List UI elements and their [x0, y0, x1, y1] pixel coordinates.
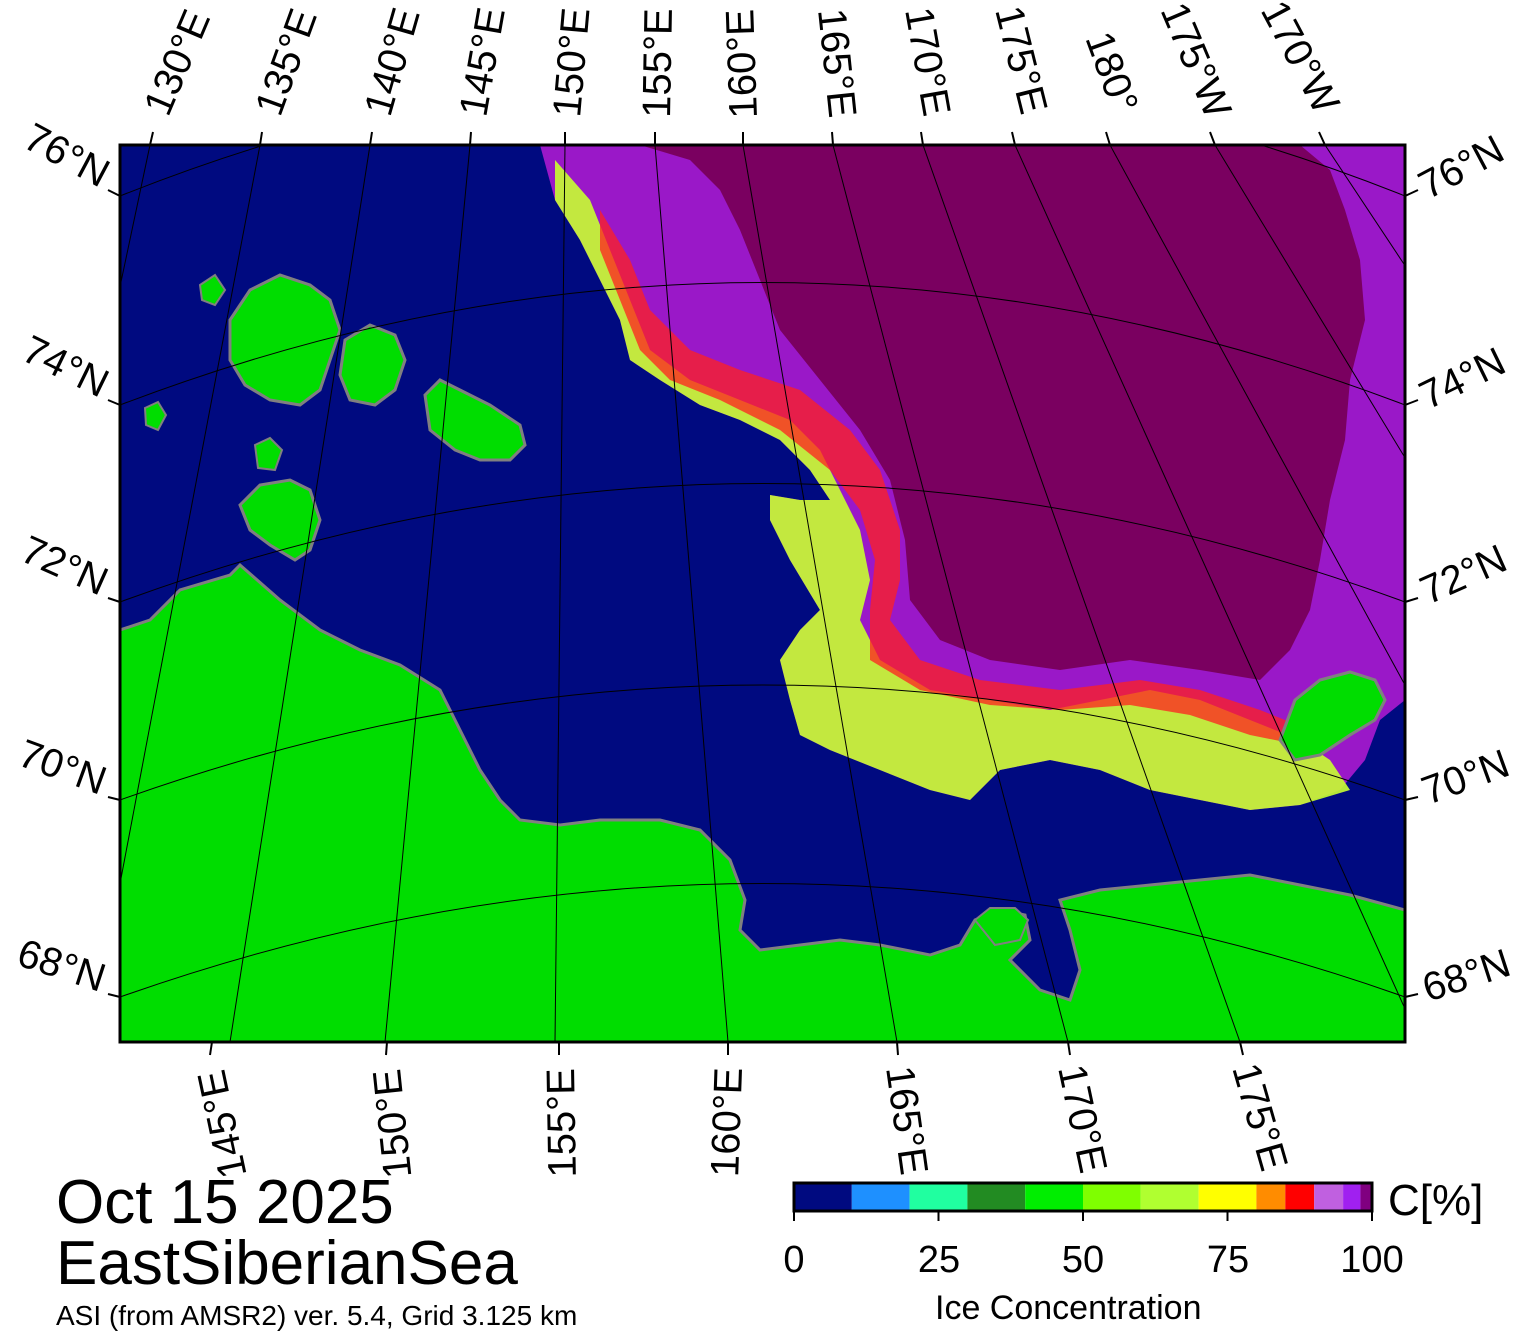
- colorbar-segment: [1083, 1183, 1141, 1211]
- colorbar-tick-50: 50: [1061, 1239, 1105, 1281]
- top-lon-label: 155°E: [635, 8, 681, 118]
- bottom-lon-label: 145°E: [190, 1066, 256, 1182]
- data-source-note: ASI (from AMSR2) ver. 5.4, Grid 3.125 km: [56, 1300, 578, 1331]
- lat-label-68-right: 68°N: [1417, 941, 1516, 1010]
- ayon-island: [973, 907, 1030, 947]
- colorbar-tick-25: 25: [917, 1239, 961, 1281]
- lat-label-76-right: 76°N: [1412, 127, 1512, 208]
- colorbar-segment: [1256, 1183, 1286, 1211]
- bottom-lon-label: 170°E: [1049, 1061, 1115, 1177]
- top-longitude-labels: 130°E 135°E 140°E 145°E 150°E 155°E 160°…: [136, 0, 1348, 125]
- colorbar-segment: [909, 1183, 968, 1211]
- colorbar: [792, 1181, 1374, 1221]
- right-latitude-labels: 76°N 74°N 72°N 70°N 68°N: [1412, 127, 1516, 1010]
- colorbar-segment: [1360, 1183, 1372, 1211]
- colorbar-title: Ice Concentration: [935, 1289, 1202, 1327]
- wrangel-island: [1278, 670, 1387, 762]
- small-island-c: [143, 400, 168, 432]
- marginal-ice-zone-yellow: [555, 160, 1350, 810]
- region-name: EastSiberianSea: [56, 1229, 518, 1298]
- bottom-lon-label: 175°E: [1223, 1058, 1295, 1175]
- top-lon-label: 140°E: [356, 3, 428, 120]
- map-date: Oct 15 2025: [56, 1168, 394, 1237]
- lat-label-72: 72°N: [15, 528, 115, 605]
- colorbar-segment: [1314, 1183, 1344, 1211]
- top-lon-label: 170°W: [1252, 0, 1348, 121]
- lat-label-74-right: 74°N: [1413, 339, 1513, 418]
- top-lon-label: 160°E: [718, 8, 766, 119]
- bennett-area-island: [338, 323, 407, 407]
- top-lon-label: 180°: [1077, 26, 1147, 119]
- colorbar-segment: [1140, 1183, 1199, 1211]
- left-latitude-labels: 76°N 74°N 72°N 70°N 68°N: [12, 115, 116, 1000]
- colorbar-segment: [794, 1183, 852, 1211]
- colorbar-segment: [1285, 1183, 1315, 1211]
- lat-label-68: 68°N: [12, 931, 111, 1000]
- top-lon-label: 170°E: [896, 4, 958, 119]
- top-lon-label: 130°E: [136, 4, 219, 122]
- colorbar-tick-100: 100: [1340, 1239, 1404, 1281]
- top-lon-label: 135°E: [247, 3, 326, 121]
- top-lon-label: 175°W: [1152, 0, 1240, 125]
- bolshoy-lyakhovsky-island: [238, 478, 322, 562]
- bottom-lon-label: 155°E: [539, 1068, 585, 1178]
- colorbar-unit: C[%]: [1388, 1176, 1484, 1225]
- lat-label-76: 76°N: [17, 115, 117, 196]
- kotelny-island: [228, 273, 342, 407]
- bottom-lon-label: 160°E: [703, 1067, 751, 1178]
- colorbar-tick-0: 0: [783, 1239, 805, 1281]
- top-lon-label: 165°E: [809, 6, 864, 119]
- siberian-mainland: [120, 562, 1405, 1042]
- colorbar-segment: [851, 1183, 910, 1211]
- top-lon-label: 145°E: [452, 4, 514, 119]
- small-island-a: [253, 436, 284, 472]
- small-island-b: [198, 273, 227, 307]
- map-frame: [118, 143, 1407, 1044]
- colorbar-segment: [1343, 1183, 1361, 1211]
- new-siberia-island: [423, 378, 527, 462]
- bottom-lon-label: 165°E: [877, 1063, 936, 1177]
- colorbar-segment: [1198, 1183, 1257, 1211]
- bottom-longitude-labels: 145°E 150°E 155°E 160°E 165°E 170°E 175°…: [190, 1058, 1296, 1182]
- graticule: [120, 145, 1405, 1042]
- consolidated-ice: [640, 145, 1365, 680]
- colorbar-segment: [967, 1183, 1026, 1211]
- lat-label-72-right: 72°N: [1414, 537, 1514, 614]
- colorbar-segment: [1025, 1183, 1083, 1211]
- top-lon-label: 150°E: [545, 6, 598, 119]
- colorbar-tick-75: 75: [1206, 1239, 1250, 1281]
- lat-label-74: 74°N: [16, 327, 116, 406]
- bottom-lon-label: 150°E: [365, 1067, 420, 1180]
- lat-label-70: 70°N: [13, 732, 112, 804]
- top-lon-label: 175°E: [986, 2, 1055, 119]
- frame-ticks: [107, 131, 1419, 1056]
- lat-label-70-right: 70°N: [1416, 742, 1515, 814]
